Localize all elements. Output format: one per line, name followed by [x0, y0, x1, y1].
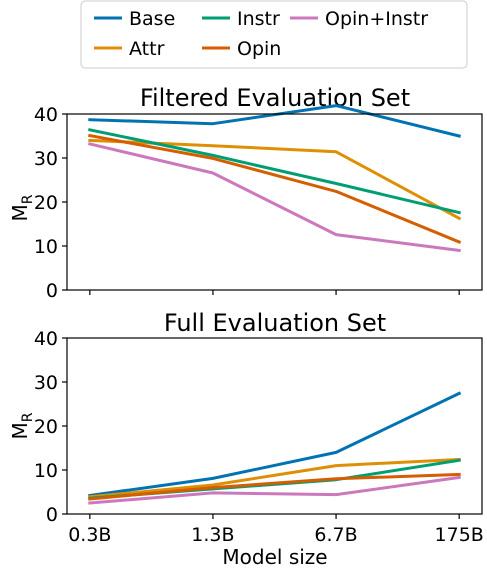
- plot-area: [66, 104, 483, 291]
- series-line-base: [88, 391, 462, 498]
- series-line-opin-instr: [88, 475, 461, 505]
- x-tick-label: 0.3B: [68, 524, 111, 546]
- series-line-opin: [88, 133, 462, 244]
- legend-label-attr: Attr: [129, 38, 165, 60]
- series-line-attr: [88, 457, 461, 499]
- y-tick-label: 40: [34, 328, 58, 350]
- series-line-opin: [88, 472, 461, 501]
- series-line-attr: [88, 138, 462, 221]
- plot-area: [66, 337, 483, 515]
- filtered-eval-panel: Filtered Evaluation Set 0 10 20 30 40 MR: [8, 84, 483, 302]
- x-axis: [89, 290, 460, 295]
- panel-title: Filtered Evaluation Set: [140, 84, 410, 112]
- y-tick-label: 30: [34, 372, 58, 394]
- full-eval-panel: Full Evaluation Set 0 10 20 30 40 0.3B 1.3B 6.…: [8, 309, 484, 546]
- series-line-opin-instr: [87, 142, 461, 253]
- y-axis: 0 10 20 30 40: [34, 104, 67, 302]
- x-tick-label: 175B: [435, 524, 484, 546]
- legend-label-opin: Opin: [237, 38, 281, 60]
- y-tick-label: 20: [34, 416, 58, 438]
- y-tick-label: 0: [46, 504, 58, 526]
- y-axis-label: MR: [8, 194, 36, 221]
- legend-label-base: Base: [129, 8, 175, 30]
- x-tick-label: 6.7B: [314, 524, 357, 546]
- y-tick-label: 20: [34, 192, 58, 214]
- legend-label-instr: Instr: [237, 8, 280, 30]
- x-axis: 0.3B 1.3B 6.7B 175B: [68, 514, 484, 546]
- y-axis-label-subscript: R: [20, 412, 36, 422]
- y-tick-label: 40: [34, 104, 58, 126]
- y-axis-label-subscript: R: [20, 194, 36, 204]
- series-line-instr: [88, 128, 462, 215]
- y-axis-label: MR: [8, 412, 36, 439]
- series-line-base: [88, 104, 462, 138]
- panel-title: Full Evaluation Set: [164, 309, 386, 337]
- x-tick-label: 1.3B: [191, 524, 234, 546]
- axes-frame: [66, 337, 483, 515]
- x-axis-label: Model size: [222, 545, 327, 569]
- legend-label-opin-instr: Opin+Instr: [325, 8, 428, 30]
- y-tick-label: 30: [34, 148, 58, 170]
- y-axis: 0 10 20 30 40: [34, 328, 67, 526]
- y-tick-label: 10: [34, 460, 58, 482]
- legend: Base Instr Opin+Instr Attr Opin: [80, 0, 468, 69]
- y-tick-label: 0: [46, 280, 58, 302]
- legend-frame: [80, 0, 468, 69]
- y-tick-label: 10: [34, 236, 58, 258]
